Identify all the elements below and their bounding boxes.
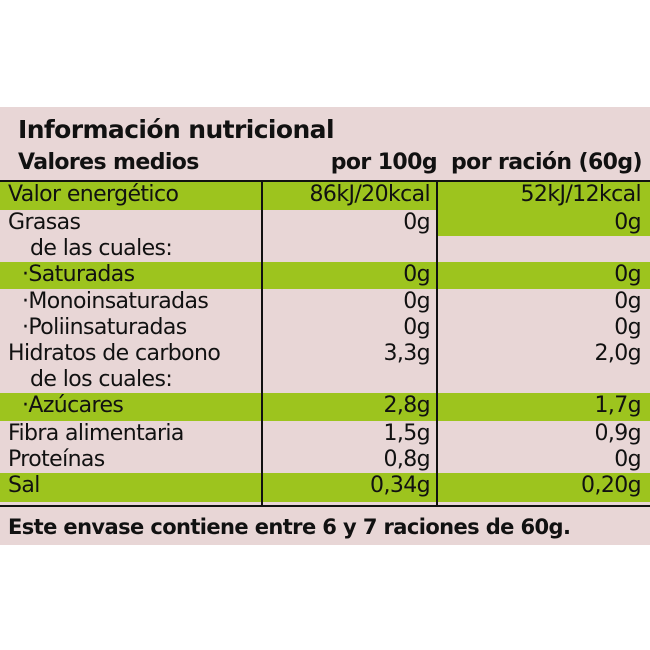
header-rule [0,180,650,182]
value-per-serving: 1,7g [594,393,641,418]
row-highlight [0,393,650,421]
row-label: ·Azúcares [22,393,124,418]
value-per-serving: 52kJ/12kcal [520,182,642,207]
value-per-serving: 0g [614,315,641,340]
row-label: de las cuales: [30,236,173,261]
value-per-100g: 2,8g [383,393,430,418]
row-label: Grasas [8,210,81,235]
header-per-100g: por 100g [330,150,438,175]
value-per-100g: 0,8g [383,447,430,472]
value-per-100g: 0,34g [370,473,431,498]
value-per-serving: 0,20g [581,473,642,498]
footer: Este envase contiene entre 6 y 7 racione… [8,515,571,539]
title: Información nutricional [18,115,335,144]
value-per-100g: 1,5g [383,421,430,446]
header-label: Valores medios [18,150,199,175]
row-label: ·Saturadas [22,262,135,287]
value-per-100g: 86kJ/20kcal [309,182,431,207]
row-label: Sal [8,473,40,498]
value-per-100g: 0g [403,315,430,340]
value-per-serving: 0g [614,262,641,287]
value-per-serving: 0,9g [594,421,641,446]
value-per-serving: 0g [614,447,641,472]
value-per-serving: 0g [614,210,641,235]
cell-highlight [437,210,650,236]
row-highlight [0,262,650,289]
value-per-100g: 3,3g [383,341,430,366]
row-label: Hidratos de carbono [8,341,221,366]
value-per-100g: 0g [403,262,430,287]
row-label: Valor energético [8,182,179,207]
row-label: ·Poliinsaturadas [22,315,187,340]
column-rule [261,180,263,506]
value-per-100g: 0g [403,289,430,314]
row-label: de los cuales: [30,367,173,392]
row-highlight [0,473,650,502]
row-label: ·Monoinsaturadas [22,289,209,314]
row-highlight [0,182,650,210]
value-per-serving: 2,0g [594,341,641,366]
column-rule [436,180,438,506]
value-per-serving: 0g [614,289,641,314]
value-per-100g: 0g [403,210,430,235]
row-label: Fibra alimentaria [8,421,184,446]
header-per-serving: por ración (60g) [451,150,643,175]
row-label: Proteínas [8,447,105,472]
bottom-rule [0,505,650,507]
